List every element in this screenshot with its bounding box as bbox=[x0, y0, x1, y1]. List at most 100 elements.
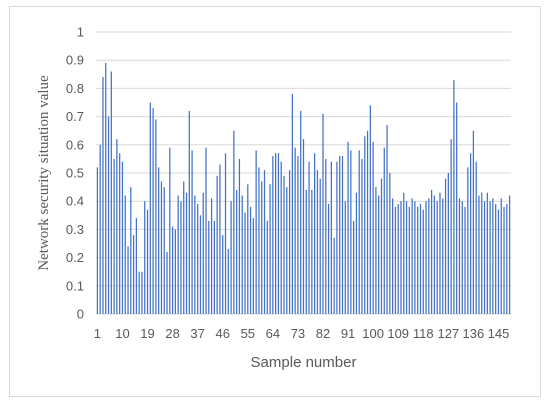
bar bbox=[191, 150, 193, 314]
bar bbox=[489, 201, 491, 314]
bar bbox=[430, 189, 433, 314]
x-tick-label: 64 bbox=[266, 326, 280, 341]
bar bbox=[419, 204, 422, 314]
bar bbox=[327, 204, 330, 314]
bar bbox=[458, 198, 461, 314]
bar bbox=[472, 130, 475, 314]
y-tick-labels: 0 0.1 0.2 0.3 0.4 0.5 0.6 0.7 0.8 0.9 1 bbox=[66, 25, 84, 322]
bar bbox=[130, 187, 132, 314]
x-tick-label: 28 bbox=[165, 326, 179, 341]
bar bbox=[322, 113, 324, 314]
bar bbox=[397, 204, 399, 314]
bar bbox=[249, 206, 252, 314]
bar bbox=[297, 156, 299, 314]
bar bbox=[163, 187, 165, 314]
bar bbox=[216, 175, 218, 314]
bar bbox=[224, 153, 227, 314]
bar bbox=[141, 271, 143, 314]
bar bbox=[386, 125, 388, 314]
x-tick-label: 46 bbox=[215, 326, 229, 341]
y-tick-label: 0.4 bbox=[66, 194, 84, 209]
bar bbox=[475, 161, 477, 314]
bar bbox=[255, 150, 257, 314]
bar bbox=[283, 175, 285, 314]
bar bbox=[222, 235, 224, 314]
bar bbox=[347, 141, 349, 314]
bar bbox=[495, 204, 497, 314]
bar bbox=[372, 141, 374, 314]
x-tick-label: 1 bbox=[94, 326, 101, 341]
bar bbox=[152, 108, 154, 314]
x-tick-label: 37 bbox=[190, 326, 204, 341]
x-tick-label: 55 bbox=[241, 326, 255, 341]
bar bbox=[233, 130, 235, 314]
bar bbox=[314, 153, 316, 314]
y-axis-title: Network security situation value bbox=[36, 75, 52, 271]
bar bbox=[422, 209, 424, 314]
bar bbox=[258, 167, 260, 314]
bar bbox=[286, 187, 288, 314]
bar bbox=[353, 220, 355, 314]
bar bbox=[183, 181, 185, 314]
y-tick-label: 0.6 bbox=[66, 137, 84, 152]
bar bbox=[425, 201, 427, 314]
bar bbox=[96, 167, 99, 314]
bar bbox=[478, 195, 480, 314]
bar bbox=[272, 156, 274, 314]
bar bbox=[447, 173, 449, 314]
bar bbox=[236, 189, 238, 314]
bar bbox=[177, 195, 179, 314]
bar bbox=[464, 206, 466, 314]
x-tick-label: 73 bbox=[291, 326, 305, 341]
y-tick-label: 0.9 bbox=[66, 53, 84, 68]
bar bbox=[188, 110, 190, 315]
bar bbox=[325, 158, 327, 314]
bar bbox=[199, 215, 202, 314]
y-tick-label: 0.3 bbox=[66, 222, 84, 237]
x-tick-label: 145 bbox=[488, 326, 510, 341]
x-tick-labels: 1 10 19 28 37 46 55 64 73 82 91 100 109 118 127 136 145 bbox=[94, 326, 510, 341]
x-axis-title: Sample number bbox=[251, 354, 357, 371]
bar bbox=[194, 195, 196, 314]
bar bbox=[185, 192, 188, 314]
bar bbox=[389, 173, 391, 314]
bar bbox=[144, 201, 146, 314]
bar bbox=[486, 192, 488, 314]
bar bbox=[275, 153, 277, 314]
bar bbox=[105, 63, 107, 314]
bar bbox=[205, 147, 207, 314]
bar bbox=[369, 105, 371, 314]
bar bbox=[506, 204, 508, 314]
bar bbox=[375, 187, 377, 314]
bar bbox=[483, 201, 486, 314]
bar bbox=[160, 181, 163, 314]
y-tick-label: 0 bbox=[77, 307, 84, 322]
bar bbox=[361, 158, 363, 314]
bar bbox=[428, 198, 430, 314]
bar bbox=[433, 195, 436, 314]
bar bbox=[319, 178, 321, 314]
bar bbox=[508, 195, 511, 314]
y-tick-label: 0.2 bbox=[66, 250, 84, 265]
x-tick-label: 100 bbox=[362, 326, 384, 341]
x-tick-label: 91 bbox=[341, 326, 355, 341]
bar bbox=[166, 251, 168, 314]
x-tick-label: 19 bbox=[140, 326, 154, 341]
bar bbox=[305, 189, 307, 314]
bar bbox=[364, 136, 366, 314]
x-tick-label: 127 bbox=[437, 326, 459, 341]
chart-frame: 0 0.1 0.2 0.3 0.4 0.5 0.6 0.7 0.8 0.9 1 1 10 19 28 37 4… bbox=[9, 6, 541, 397]
bar bbox=[210, 198, 213, 314]
bar bbox=[503, 206, 505, 314]
x-tick-label: 10 bbox=[115, 326, 129, 341]
bar bbox=[155, 119, 157, 314]
bar bbox=[158, 167, 160, 314]
bar bbox=[102, 77, 104, 315]
bar bbox=[261, 181, 263, 314]
bar bbox=[171, 226, 174, 314]
bar bbox=[302, 139, 305, 314]
bar bbox=[417, 206, 419, 314]
bar bbox=[366, 130, 369, 314]
bar bbox=[291, 94, 293, 314]
bar bbox=[339, 156, 341, 314]
